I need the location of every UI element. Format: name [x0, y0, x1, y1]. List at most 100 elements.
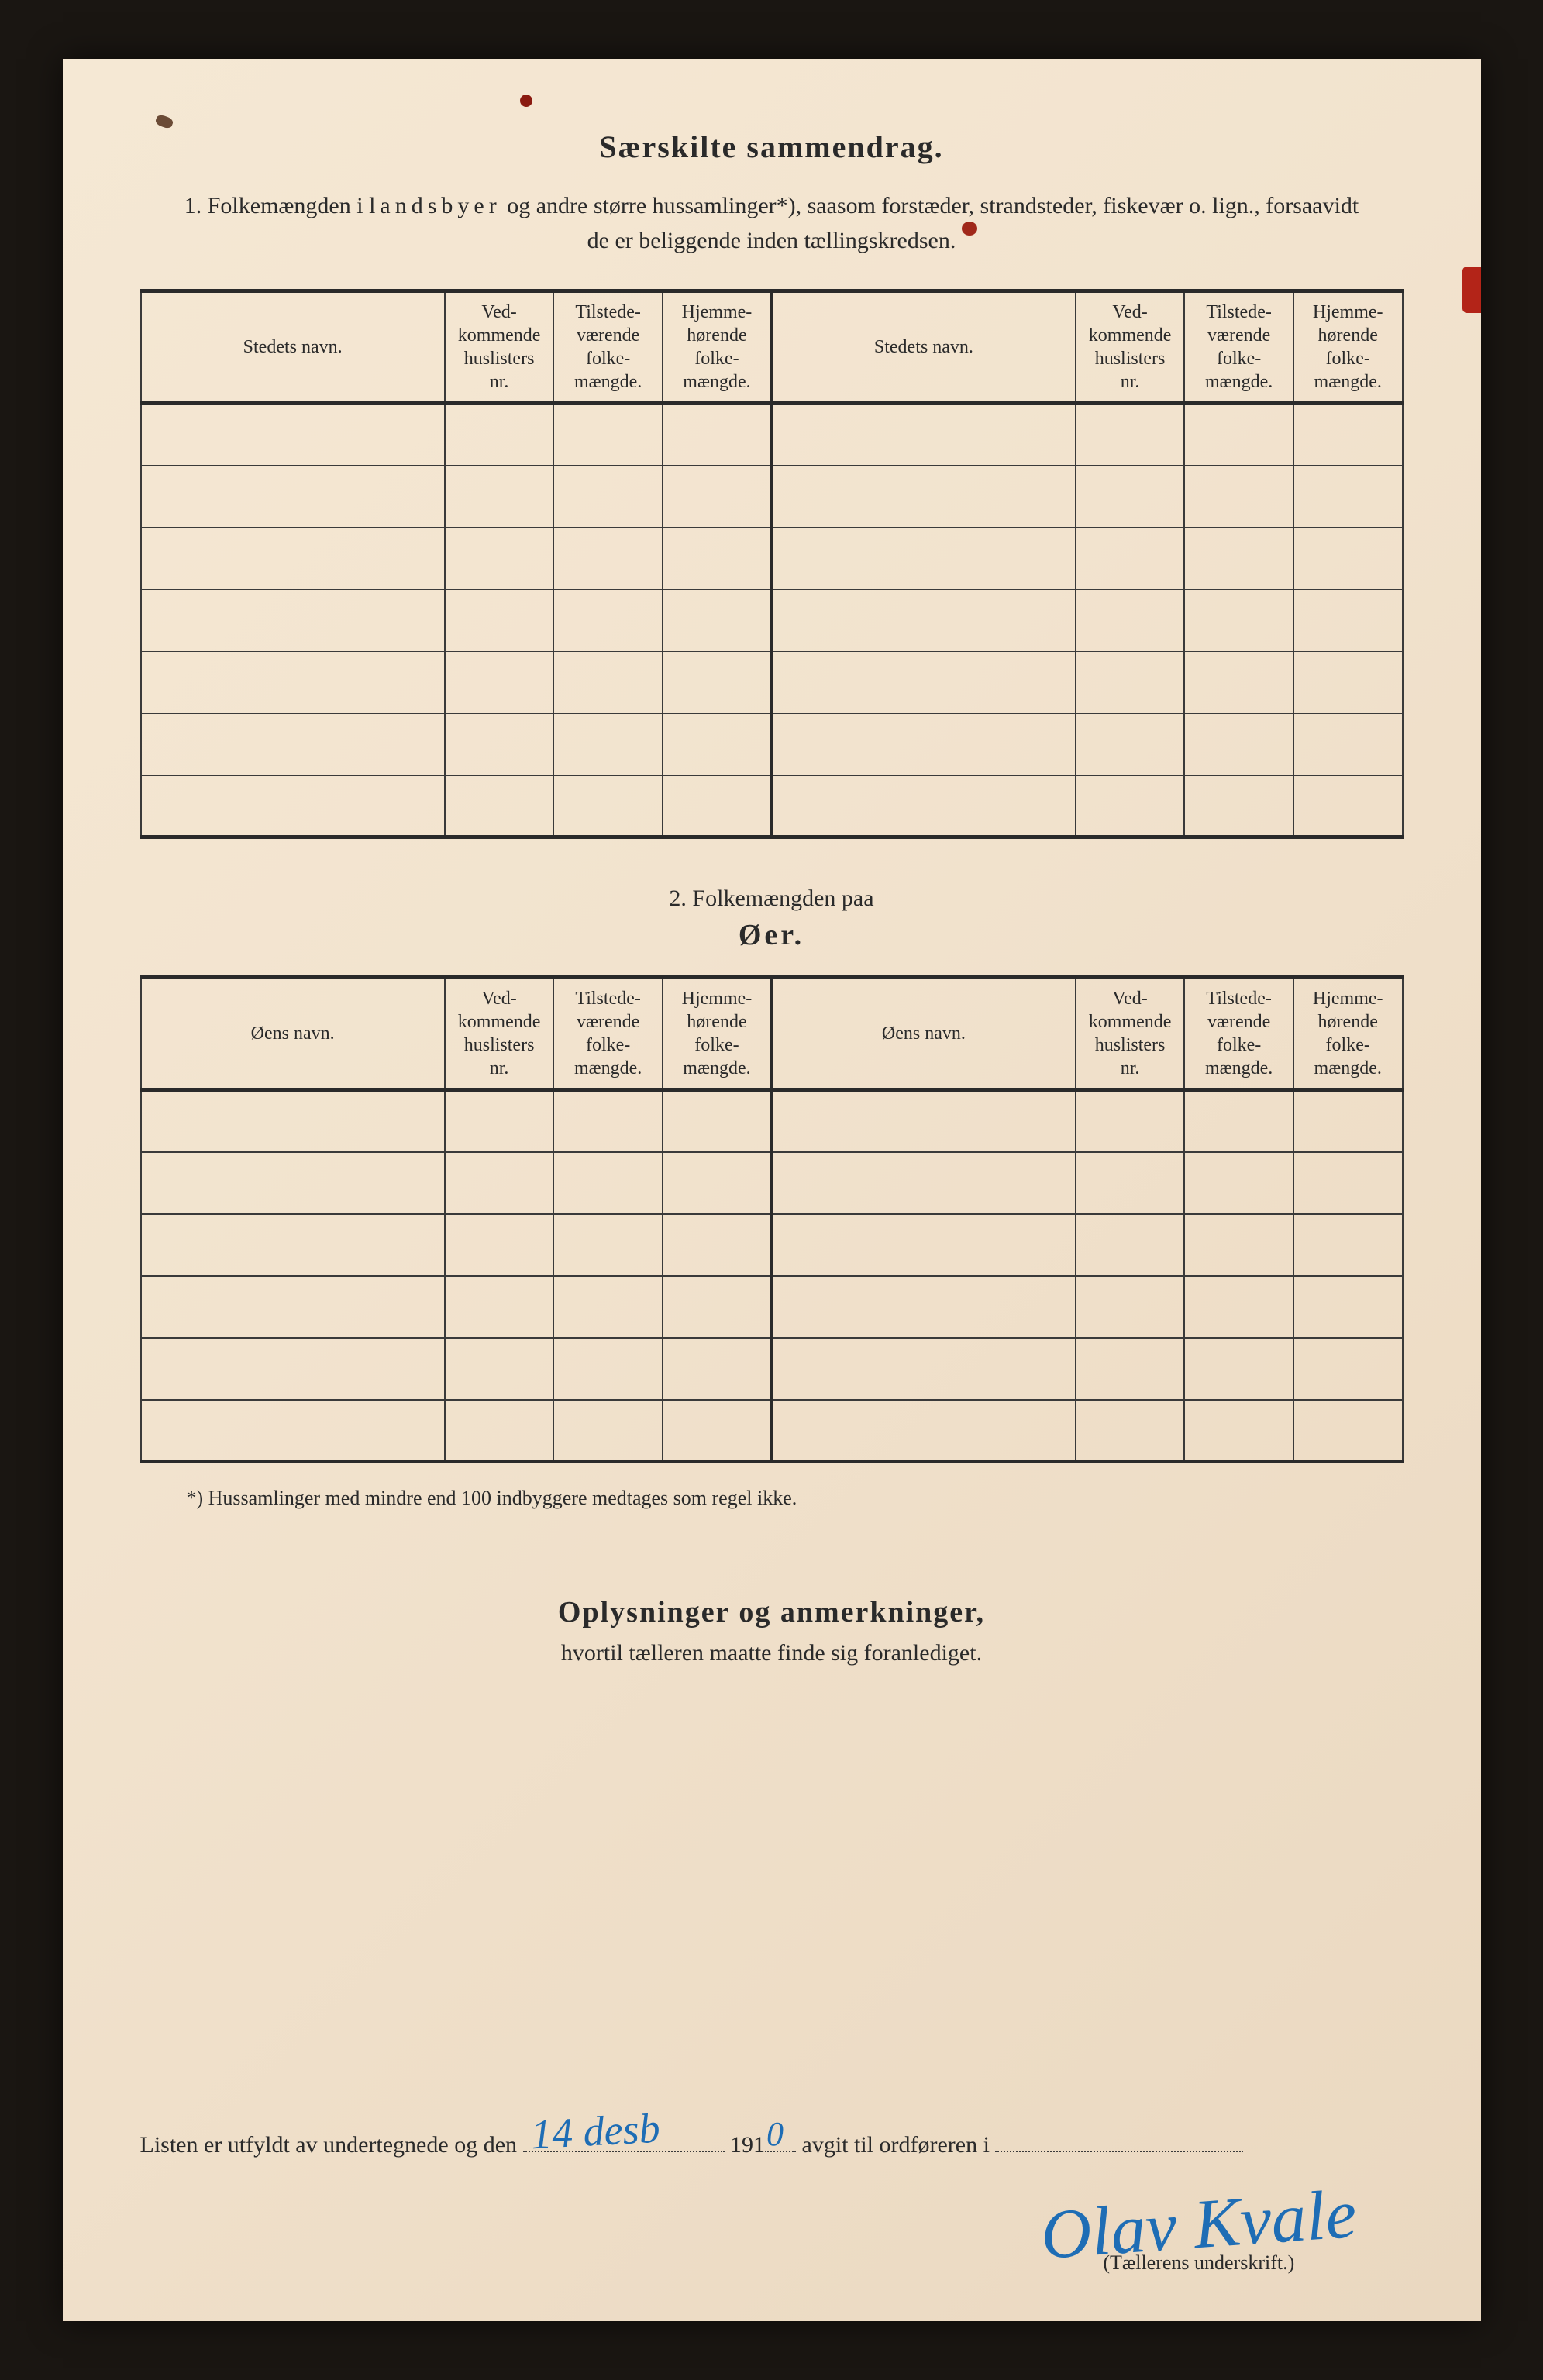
table-cell — [1076, 1090, 1185, 1152]
table-row — [141, 1214, 1403, 1276]
section2-label: 2. Folkemængden paa — [140, 886, 1404, 912]
table-cell — [1293, 590, 1403, 652]
table-cell — [663, 652, 772, 714]
table-header: Ved-kommendehuslistersnr. — [1076, 978, 1185, 1090]
table-header: Hjemme-hørendefolke-mængde. — [1293, 291, 1403, 404]
table-header: Ved-kommendehuslistersnr. — [445, 291, 554, 404]
table-cell — [1184, 1214, 1293, 1276]
table-cell — [553, 590, 663, 652]
signature-block: Olav Kvale (Tællerens underskrift.) — [1041, 2193, 1356, 2275]
table-header: Hjemme-hørendefolke-mængde. — [663, 291, 772, 404]
section3-subtitle: hvortil tælleren maatte finde sig foranl… — [140, 1640, 1404, 1666]
table-row — [141, 652, 1403, 714]
table-cell — [1293, 404, 1403, 466]
table-cell — [771, 528, 1075, 590]
table-cell — [1293, 1090, 1403, 1152]
table-cell — [1076, 776, 1185, 837]
table-row — [141, 1276, 1403, 1338]
table-header: Stedets navn. — [141, 291, 445, 404]
table-cell — [663, 466, 772, 528]
table-cell — [141, 776, 445, 837]
table-cell — [141, 1152, 445, 1214]
table-row — [141, 466, 1403, 528]
table-cell — [553, 776, 663, 837]
table-cell — [1184, 714, 1293, 776]
year-field: 0 — [765, 2127, 796, 2152]
table-cell — [445, 1214, 554, 1276]
table-cell — [1293, 1400, 1403, 1462]
table-cell — [1076, 1276, 1185, 1338]
table-cell — [771, 1214, 1075, 1276]
table-row — [141, 1338, 1403, 1400]
table-row — [141, 590, 1403, 652]
table-cell — [1293, 1338, 1403, 1400]
table-cell — [553, 714, 663, 776]
table-row — [141, 1090, 1403, 1152]
table-cell — [1076, 404, 1185, 466]
table-cell — [663, 528, 772, 590]
intro-spaced-word: landsbyer — [369, 193, 501, 218]
table-cell — [553, 1276, 663, 1338]
table-header: Ved-kommendehuslistersnr. — [445, 978, 554, 1090]
table-cell — [141, 590, 445, 652]
table-cell — [771, 1400, 1075, 1462]
table-header: Øens navn. — [771, 978, 1075, 1090]
table-cell — [1293, 1214, 1403, 1276]
table-cell — [663, 714, 772, 776]
table-cell — [445, 652, 554, 714]
table-cell — [553, 1214, 663, 1276]
table-cell — [663, 1090, 772, 1152]
table-cell — [1293, 466, 1403, 528]
table-cell — [1076, 466, 1185, 528]
table-cell — [553, 404, 663, 466]
table-cell — [445, 714, 554, 776]
table-cell — [771, 1090, 1075, 1152]
table-cell — [141, 528, 445, 590]
table-cell — [1184, 590, 1293, 652]
table-header: Hjemme-hørendefolke-mængde. — [1293, 978, 1403, 1090]
table-cell — [1184, 1090, 1293, 1152]
table-header: Øens navn. — [141, 978, 445, 1090]
table-cell — [771, 776, 1075, 837]
table-cell — [445, 404, 554, 466]
table-cell — [771, 1338, 1075, 1400]
date-field: 14 desb — [523, 2127, 725, 2152]
table-cell — [141, 1338, 445, 1400]
table-cell — [445, 1338, 554, 1400]
recipient-field — [995, 2127, 1243, 2152]
table-row — [141, 714, 1403, 776]
table-cell — [1076, 714, 1185, 776]
sig-prefix: Listen er utfyldt av undertegnede og den — [140, 2132, 518, 2158]
document-paper: Særskilte sammendrag. 1. Folkemængden i … — [63, 59, 1481, 2321]
table-cell — [663, 590, 772, 652]
table-row — [141, 528, 1403, 590]
table-cell — [1184, 1276, 1293, 1338]
handwritten-signature: Olav Kvale — [1039, 2182, 1359, 2267]
table-cell — [141, 1214, 445, 1276]
table-header: Hjemme-hørendefolke-mængde. — [663, 978, 772, 1090]
table-cell — [663, 1338, 772, 1400]
table-cell — [1076, 1214, 1185, 1276]
document-content: Særskilte sammendrag. 1. Folkemængden i … — [140, 129, 1404, 1666]
table-cell — [1184, 776, 1293, 837]
table-cell — [771, 1152, 1075, 1214]
table-cell — [141, 1276, 445, 1338]
table-cell — [1184, 466, 1293, 528]
table-header: Ved-kommendehuslistersnr. — [1076, 291, 1185, 404]
table-cell — [445, 1152, 554, 1214]
table-cell — [141, 1400, 445, 1462]
year-prefix: 191 — [730, 2132, 765, 2158]
table-cell — [1293, 1276, 1403, 1338]
table-cell — [141, 404, 445, 466]
table-header: Tilstede-værendefolke-mængde. — [553, 978, 663, 1090]
table-cell — [1076, 652, 1185, 714]
section2-table: Øens navn.Ved-kommendehuslistersnr.Tilst… — [140, 975, 1404, 1463]
table-cell — [663, 776, 772, 837]
table-header: Stedets navn. — [771, 291, 1075, 404]
table-cell — [663, 1152, 772, 1214]
table-cell — [445, 776, 554, 837]
footnote: *) Hussamlinger med mindre end 100 indby… — [187, 1487, 1404, 1510]
table-cell — [141, 466, 445, 528]
handwritten-year: 0 — [766, 2114, 784, 2154]
table-cell — [1184, 528, 1293, 590]
